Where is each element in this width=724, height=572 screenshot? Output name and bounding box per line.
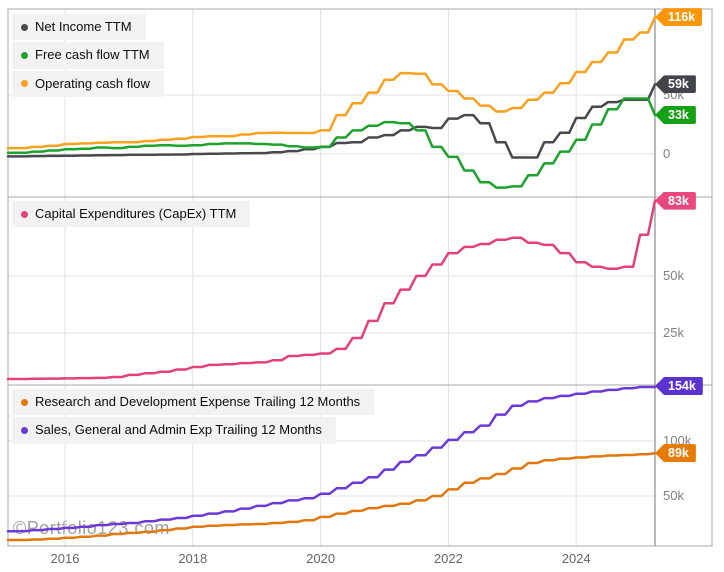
legend-label: Research and Development Expense Trailin… [35, 394, 361, 409]
y-axis-tick-label: 50k [663, 267, 684, 283]
y-axis-tick-label: 50k [663, 488, 684, 503]
series-dot-icon [21, 51, 28, 59]
legend-label: Net Income TTM [35, 19, 132, 34]
free-cash-flow-ttm-line[interactable] [6, 97, 657, 189]
legend-item-net-income-ttm[interactable]: Net Income TTM [12, 14, 146, 41]
legend-label: Sales, General and Admin Exp Trailing 12… [35, 422, 322, 438]
legend-item-capex-ttm[interactable]: Capital Expenditures (CapEx) TTM [12, 201, 251, 228]
value-badge-sga-expense: 154k [655, 377, 703, 395]
x-axis-label: 2022 [433, 551, 463, 566]
legend-item-rnd-expense[interactable]: Research and Development Expense Trailin… [12, 389, 375, 416]
x-axis-label: 2016 [50, 551, 80, 566]
series-dot-icon [21, 80, 28, 88]
x-axis-label: 2024 [561, 551, 591, 566]
legend-label: Operating cash flow [35, 75, 150, 91]
series-dot-icon [21, 398, 28, 406]
legend-item-free-cash-flow-ttm[interactable]: Free cash flow TTM [12, 42, 164, 69]
value-badge-free-cash-flow-ttm: 33k [655, 106, 696, 125]
legend-label: Free cash flow TTM [35, 47, 150, 63]
legend-operating-expenses: Research and Development Expense Trailin… [12, 389, 375, 446]
series-dot-icon [21, 210, 28, 218]
x-axis-label: 2018 [178, 551, 208, 566]
legend-cash-flows: Net Income TTM Free cash flow TTM Operat… [12, 14, 164, 99]
legend-item-operating-cash-flow[interactable]: Operating cash flow [12, 70, 164, 97]
legend-capex: Capital Expenditures (CapEx) TTM [12, 201, 251, 229]
sales-general-and-admin-exp-trailing-12-months-line[interactable] [6, 385, 657, 533]
value-badge-capex-ttm: 83k [655, 191, 696, 210]
series-dot-icon [21, 23, 28, 31]
value-badge-operating-cash-flow: 116k [655, 8, 703, 27]
x-axis-label: 2020 [306, 551, 336, 566]
value-badge-net-income-ttm: 59k [655, 75, 696, 94]
y-axis-tick-label: 0 [663, 146, 671, 161]
net-income-ttm-line[interactable] [6, 83, 657, 159]
capital-expenditures-capex-ttm-line[interactable] [6, 199, 657, 381]
y-axis-tick-label: 25k [663, 324, 684, 340]
legend-label: Capital Expenditures (CapEx) TTM [35, 206, 237, 221]
operating-cash-flow-line[interactable] [6, 15, 657, 150]
series-dot-icon [21, 426, 28, 434]
legend-item-sga-expense[interactable]: Sales, General and Admin Exp Trailing 12… [12, 417, 336, 444]
value-badge-rnd-expense: 89k [655, 444, 696, 463]
research-and-development-expense-trailing-12-months-line[interactable] [6, 451, 657, 542]
